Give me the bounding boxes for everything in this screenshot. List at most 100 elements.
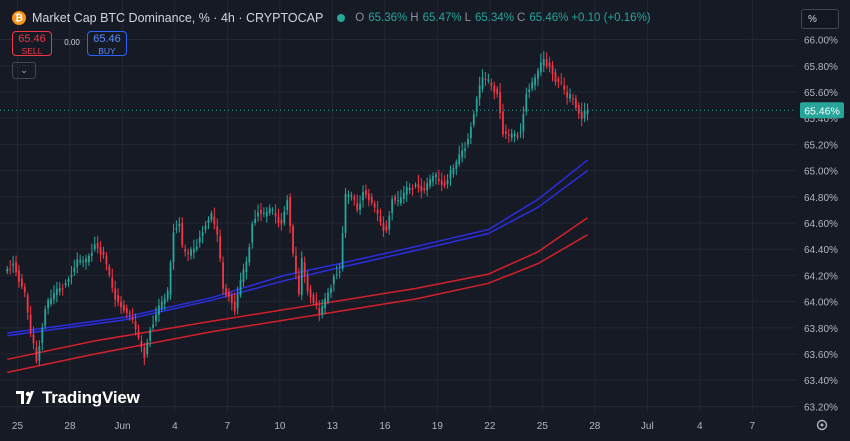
candle-body xyxy=(335,274,338,276)
candle-body xyxy=(367,193,370,201)
candle-body xyxy=(23,286,26,293)
candle-body xyxy=(82,260,85,263)
candle-body xyxy=(128,312,131,314)
candle-body xyxy=(184,249,187,252)
candle-body xyxy=(560,82,563,84)
ema-line xyxy=(7,159,588,334)
x-tick-label: Jun xyxy=(114,421,130,432)
candle-body xyxy=(274,213,277,217)
candle-body xyxy=(359,203,361,210)
candle-body xyxy=(303,262,306,276)
y-tick-label: 64.20% xyxy=(804,271,838,282)
candle-body xyxy=(332,276,335,285)
x-tick-label: 7 xyxy=(225,421,231,432)
candle-body xyxy=(394,196,396,201)
candle-body xyxy=(134,321,137,330)
candle-body xyxy=(414,185,417,187)
candle-body xyxy=(35,347,38,362)
tradingview-logo-text: TradingView xyxy=(42,388,140,407)
candle-body xyxy=(461,150,464,158)
candle-body xyxy=(155,314,157,322)
candle-body xyxy=(382,223,385,231)
collapse-chevron-icon[interactable]: ⌄ xyxy=(12,62,36,79)
candle-body xyxy=(300,258,303,296)
y-tick-label: 66.00% xyxy=(804,36,838,47)
candle-body xyxy=(507,134,510,136)
candle-body xyxy=(201,231,204,237)
candle-body xyxy=(330,288,332,293)
price-axis[interactable]: 66.00% 65.80% 65.60% 65.40% 65.20% 65.00% 64.8… xyxy=(804,36,838,414)
candle-body xyxy=(283,211,286,223)
candle-body xyxy=(169,262,172,296)
candle-body xyxy=(347,194,350,197)
candle-body xyxy=(522,114,525,132)
x-tick-label: 25 xyxy=(537,421,549,432)
candle-body xyxy=(478,85,481,99)
buy-button[interactable]: 65.46 BUY xyxy=(87,31,127,56)
time-axis[interactable]: 25 28 Jun 4 7 10 13 16 19 22 25 28 Jul 4 7 xyxy=(12,421,756,432)
candle-body xyxy=(32,334,35,344)
y-tick-label: 65.20% xyxy=(804,140,838,151)
candle-body xyxy=(222,262,224,289)
candle-body xyxy=(417,183,420,188)
candle-body xyxy=(297,275,300,294)
candle-body xyxy=(216,226,219,235)
y-tick-label: 63.20% xyxy=(804,402,838,413)
percent-scale-toggle[interactable]: % xyxy=(801,9,839,29)
settings-gear-icon[interactable] xyxy=(816,419,828,431)
candle-body xyxy=(574,98,577,109)
last-price-label: 65.46% xyxy=(804,105,840,117)
candle-body xyxy=(397,199,399,201)
low-value: 65.34% xyxy=(475,12,515,24)
bitcoin-icon: ₿ xyxy=(12,11,26,25)
low-label: L xyxy=(464,12,471,24)
candle-body xyxy=(239,279,242,296)
candle-body xyxy=(18,270,20,282)
candle-body xyxy=(102,251,105,256)
candle-body xyxy=(563,85,566,90)
close-value: 65.46% xyxy=(529,12,569,24)
candle-body xyxy=(271,209,274,211)
candle-body xyxy=(583,110,586,119)
candle-body xyxy=(321,306,324,315)
tradingview-logo-icon xyxy=(16,391,34,404)
candle-body xyxy=(379,216,382,223)
y-tick-label: 63.40% xyxy=(804,376,838,387)
candle-body xyxy=(120,301,122,308)
candle-body xyxy=(76,259,79,268)
candle-body xyxy=(376,209,379,214)
candle-body xyxy=(586,110,589,115)
y-tick-label: 64.80% xyxy=(804,193,838,204)
high-label: H xyxy=(410,12,419,24)
candle-body xyxy=(187,252,189,254)
x-tick-label: 16 xyxy=(379,421,391,432)
candle-body xyxy=(286,199,289,210)
candle-body xyxy=(47,300,50,309)
tradingview-logo[interactable]: TradingView xyxy=(16,388,140,408)
candle-body xyxy=(315,301,318,305)
ema-line xyxy=(7,169,588,337)
candle-body xyxy=(248,247,251,263)
candle-body xyxy=(108,266,111,276)
sell-button[interactable]: 65.46 SELL xyxy=(12,31,52,56)
candle-body xyxy=(516,134,519,138)
candle-body xyxy=(26,295,29,313)
symbol-title[interactable]: Market Cap BTC Dominance, % · 4h · CRYPT… xyxy=(32,11,324,25)
candle-body xyxy=(531,82,534,89)
buy-price: 65.46 xyxy=(93,33,121,45)
candle-body xyxy=(210,213,213,220)
candle-body xyxy=(85,258,87,263)
candle-body xyxy=(114,288,117,300)
open-label: O xyxy=(355,12,365,24)
x-tick-label: 10 xyxy=(274,421,286,432)
candle-body xyxy=(236,294,239,309)
candle-body xyxy=(391,199,394,214)
ema-line xyxy=(7,234,588,374)
candle-body xyxy=(190,249,192,256)
candle-body xyxy=(464,148,466,151)
candle-body xyxy=(493,85,496,93)
market-status-icon xyxy=(337,14,346,22)
